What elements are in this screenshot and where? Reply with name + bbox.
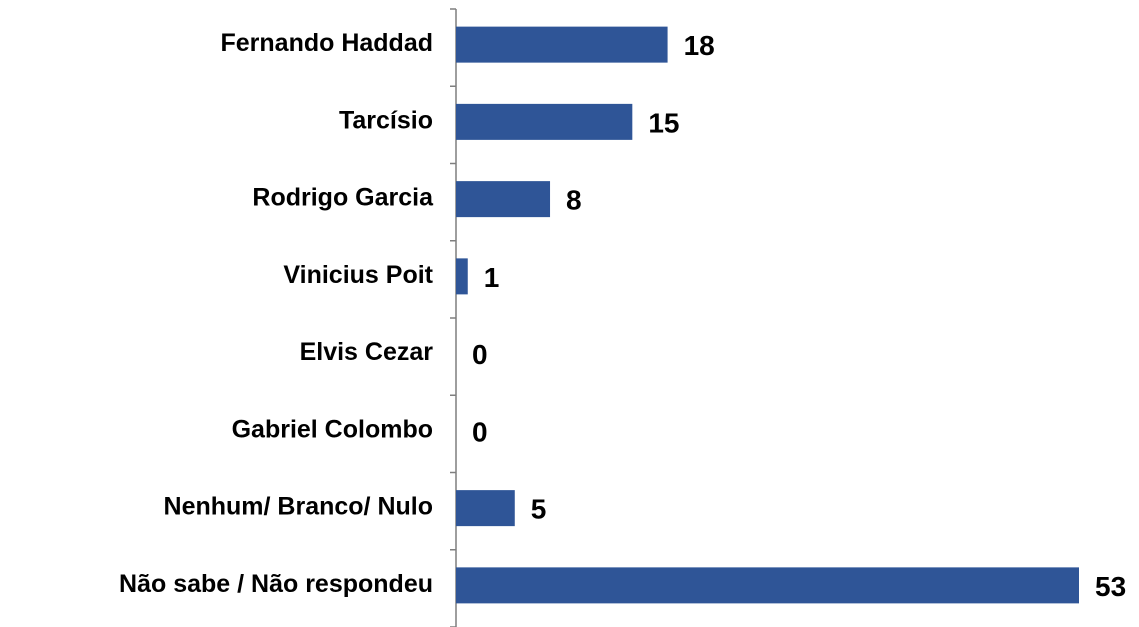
value-label: 0 xyxy=(472,416,488,447)
value-label: 5 xyxy=(531,494,547,525)
category-label: Vinicius Poit xyxy=(283,261,433,289)
bar xyxy=(456,567,1079,604)
category-label: Rodrigo Garcia xyxy=(252,184,434,212)
value-label: 53 xyxy=(1095,571,1126,602)
value-label: 8 xyxy=(566,185,582,216)
bar xyxy=(456,258,468,295)
bar xyxy=(456,490,515,527)
category-label: Gabriel Colombo xyxy=(232,415,433,443)
value-label: 15 xyxy=(648,107,679,138)
category-label: Tarcísio xyxy=(339,106,433,134)
value-label: 18 xyxy=(684,30,715,61)
bar xyxy=(456,181,551,218)
value-label: 1 xyxy=(484,262,500,293)
category-label: Elvis Cezar xyxy=(300,338,434,366)
category-label: Não sabe / Não respondeu xyxy=(119,570,433,598)
bar xyxy=(456,26,668,63)
category-label: Fernando Haddad xyxy=(220,29,433,57)
value-label: 0 xyxy=(472,339,488,370)
category-label: Nenhum/ Branco/ Nulo xyxy=(164,493,433,521)
bar xyxy=(456,103,633,140)
